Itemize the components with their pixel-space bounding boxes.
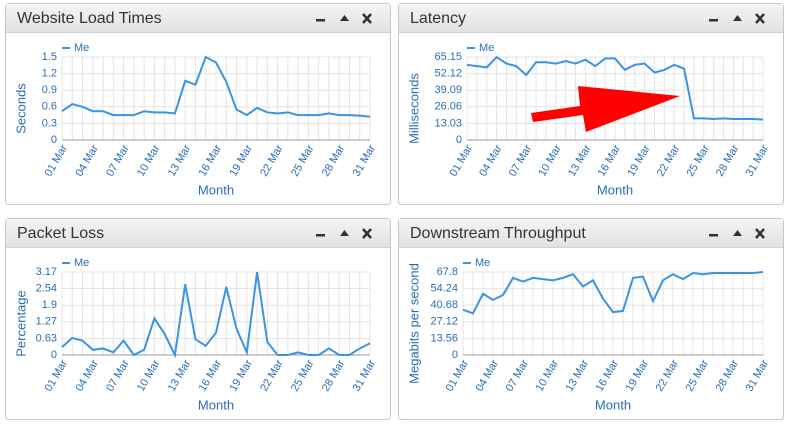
y-tick-label: 1.5 — [42, 51, 57, 63]
y-tick-label: 1.2 — [42, 68, 57, 80]
collapse-button[interactable] — [340, 15, 349, 21]
minimize-button[interactable] — [709, 234, 718, 237]
y-tick-label: 0 — [51, 349, 57, 361]
y-tick-label: 13.03 — [434, 117, 462, 129]
panel-title: Packet Loss — [17, 225, 104, 242]
y-tick-label: 2.54 — [36, 282, 57, 294]
panel-frame — [5, 218, 391, 420]
panel-title: Website Load Times — [17, 10, 162, 27]
close-button[interactable] — [362, 228, 372, 239]
close-button[interactable] — [755, 13, 765, 24]
legend-label: Me — [74, 42, 89, 54]
y-axis-label: Milliseconds — [406, 73, 421, 144]
legend-label: Me — [74, 257, 89, 269]
collapse-button[interactable] — [733, 230, 742, 236]
y-tick-label: 26.06 — [434, 101, 462, 113]
y-tick-label: 39.09 — [434, 84, 462, 96]
y-tick-label: 0 — [456, 134, 462, 146]
y-tick-label: 13.56 — [430, 332, 458, 344]
series-line — [61, 55, 371, 118]
y-tick-label: 0.9 — [42, 84, 57, 96]
minimize-button[interactable] — [316, 234, 325, 237]
close-button[interactable] — [362, 13, 372, 24]
y-axis-label: Seconds — [13, 83, 28, 134]
panel-header — [399, 4, 783, 32]
annotation-arrow — [531, 86, 680, 132]
panel-header — [6, 219, 390, 247]
panel-header — [399, 219, 783, 247]
y-tick-label: 40.68 — [430, 299, 458, 311]
panel: Downstream Throughput 0 13.56 27.12 40.68 54.… — [398, 218, 784, 420]
legend-label: Me — [475, 257, 490, 269]
x-axis-label: Month — [198, 182, 234, 197]
y-tick-label: 65.15 — [434, 51, 462, 63]
series-line — [61, 271, 371, 359]
panel-title: Downstream Throughput — [410, 225, 586, 242]
x-axis-label: Month — [595, 397, 631, 412]
y-tick-label: 54.24 — [430, 283, 458, 295]
minimize-button[interactable] — [709, 19, 718, 22]
y-tick-label: 52.12 — [434, 68, 462, 80]
series-line — [466, 55, 764, 121]
x-axis-label: Month — [597, 182, 633, 197]
collapse-button[interactable] — [733, 15, 742, 21]
panel-header — [6, 4, 390, 32]
y-tick-label: 0 — [452, 349, 458, 361]
y-tick-label: 0.3 — [42, 117, 57, 129]
y-tick-label: 0.63 — [36, 332, 57, 344]
y-tick-label: 1.27 — [36, 316, 57, 328]
y-axis-label: Megabits per second — [406, 263, 421, 384]
y-tick-label: 0.6 — [42, 101, 57, 113]
panel-title: Latency — [410, 10, 466, 27]
series-line — [462, 271, 764, 315]
legend-label: Me — [479, 42, 494, 54]
y-tick-label: 0 — [51, 134, 57, 146]
panel-frame — [398, 218, 784, 420]
x-axis-label: Month — [198, 397, 234, 412]
y-tick-label: 3.17 — [36, 266, 57, 278]
panel-frame — [5, 3, 391, 205]
y-axis-label: Percentage — [13, 290, 28, 357]
y-tick-label: 1.9 — [42, 299, 57, 311]
minimize-button[interactable] — [316, 19, 325, 22]
y-tick-label: 27.12 — [430, 316, 458, 328]
collapse-button[interactable] — [340, 230, 349, 236]
close-button[interactable] — [755, 228, 765, 239]
y-tick-label: 67.8 — [437, 266, 458, 278]
